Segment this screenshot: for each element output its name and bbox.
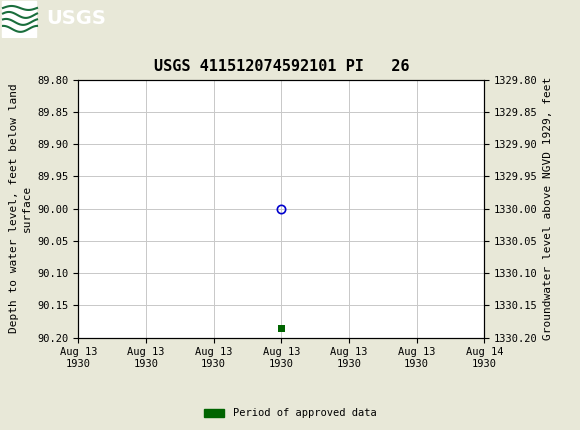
Y-axis label: Groundwater level above NGVD 1929, feet: Groundwater level above NGVD 1929, feet [543, 77, 553, 340]
Bar [278, 325, 285, 332]
FancyBboxPatch shape [2, 1, 36, 37]
Title: USGS 411512074592101 PI   26: USGS 411512074592101 PI 26 [154, 59, 409, 74]
Text: USGS: USGS [46, 9, 106, 28]
Legend: Period of approved data: Period of approved data [200, 404, 380, 423]
Y-axis label: Depth to water level, feet below land
surface: Depth to water level, feet below land su… [9, 84, 32, 333]
